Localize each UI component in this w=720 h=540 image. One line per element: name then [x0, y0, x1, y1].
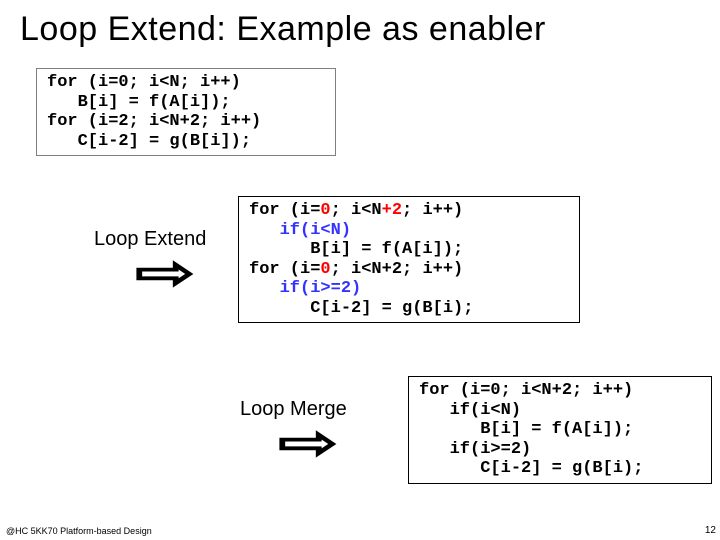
code-line: for (i=0; i<N+2; i++): [249, 201, 463, 220]
arrow-icon: ⇨: [278, 420, 338, 468]
code-line: for (i=0; i<N+2; i++): [419, 381, 633, 400]
code-line: B[i] = f(A[i]);: [419, 420, 633, 439]
arrow-icon: ⇨: [135, 250, 195, 298]
code-line: if(i<N): [249, 221, 351, 240]
code-line: if(i>=2): [419, 440, 531, 459]
code-line: C[i-2] = g(B[i);: [249, 299, 473, 318]
code-block-original: for (i=0; i<N; i++) B[i] = f(A[i]); for …: [36, 68, 336, 156]
code-line: C[i-2] = g(B[i);: [419, 459, 643, 478]
code-line: B[i] = f(A[i]);: [249, 240, 463, 259]
slide-title: Loop Extend: Example as enabler: [20, 10, 710, 49]
code-block-merged: for (i=0; i<N+2; i++) if(i<N) B[i] = f(A…: [408, 376, 712, 484]
code-block-extended: for (i=0; i<N+2; i++) if(i<N) B[i] = f(A…: [238, 196, 580, 323]
code-line: B[i] = f(A[i]);: [47, 93, 231, 112]
code-line: if(i<N): [419, 401, 521, 420]
code-line: C[i-2] = g(B[i]);: [47, 132, 251, 151]
code-line: for (i=0; i<N; i++): [47, 73, 241, 92]
page-number: 12: [705, 525, 716, 536]
code-line: for (i=0; i<N+2; i++): [249, 260, 463, 279]
code-line: if(i>=2): [249, 279, 361, 298]
footer-text: @HC 5KK70 Platform-based Design: [6, 526, 152, 536]
code-line: for (i=2; i<N+2; i++): [47, 112, 261, 131]
